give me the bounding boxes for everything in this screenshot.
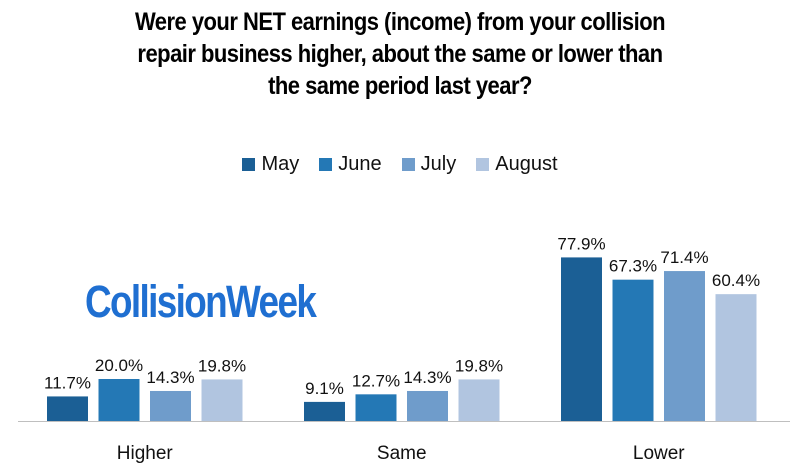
data-label-lower-july: 71.4% xyxy=(660,248,708,267)
legend-label-july: July xyxy=(420,153,457,175)
category-label-lower: Lower xyxy=(633,443,685,464)
data-label-higher-july: 14.3% xyxy=(146,368,194,387)
legend-item-august: August xyxy=(476,153,558,176)
legend-swatch-may xyxy=(242,158,256,171)
data-label-higher-june: 20.0% xyxy=(95,356,143,375)
bar-same-august xyxy=(458,379,500,421)
data-label-same-august: 19.8% xyxy=(455,356,503,375)
data-label-lower-may: 77.9% xyxy=(557,234,605,253)
chart-title-line-2: repair business higher, about the same o… xyxy=(137,40,663,68)
collisionweek-logo: CollisionWeek xyxy=(85,276,317,327)
legend-swatch-august xyxy=(476,158,490,171)
data-label-lower-august: 60.4% xyxy=(712,271,760,290)
data-label-same-may: 9.1% xyxy=(305,379,344,398)
data-label-same-july: 14.3% xyxy=(403,368,451,387)
chart-title-line-3: the same period last year? xyxy=(268,72,532,100)
legend-label-may: May xyxy=(261,153,300,175)
legend-label-august: August xyxy=(495,153,558,175)
bar-lower-july xyxy=(664,271,705,421)
data-label-higher-august: 19.8% xyxy=(198,356,246,375)
bar-same-june xyxy=(355,394,397,421)
chart-legend: May June July August xyxy=(0,153,800,176)
bar-same-july xyxy=(407,390,448,421)
legend-swatch-june xyxy=(319,158,333,171)
legend-item-may: May xyxy=(242,153,299,176)
bar-higher-may xyxy=(47,396,88,421)
bar-higher-july xyxy=(150,390,191,421)
bar-lower-june xyxy=(612,279,654,421)
data-label-higher-may: 11.7% xyxy=(44,373,91,392)
chart-title-line-1: Were your NET earnings (income) from you… xyxy=(134,8,666,36)
legend-swatch-july xyxy=(401,158,415,171)
bar-lower-may xyxy=(561,257,602,421)
legend-item-july: July xyxy=(401,153,457,176)
legend-item-june: June xyxy=(319,153,382,176)
bar-higher-august xyxy=(201,379,243,421)
category-label-same: Same xyxy=(377,443,427,464)
category-label-higher: Higher xyxy=(117,443,174,464)
data-label-lower-june: 67.3% xyxy=(609,257,657,276)
data-label-same-june: 12.7% xyxy=(352,371,400,390)
legend-label-june: June xyxy=(338,153,382,175)
bar-lower-august xyxy=(715,294,757,421)
bar-same-may xyxy=(304,401,345,421)
chart-title: Were your NET earnings (income) from you… xyxy=(48,6,752,102)
bar-higher-june xyxy=(98,379,140,421)
